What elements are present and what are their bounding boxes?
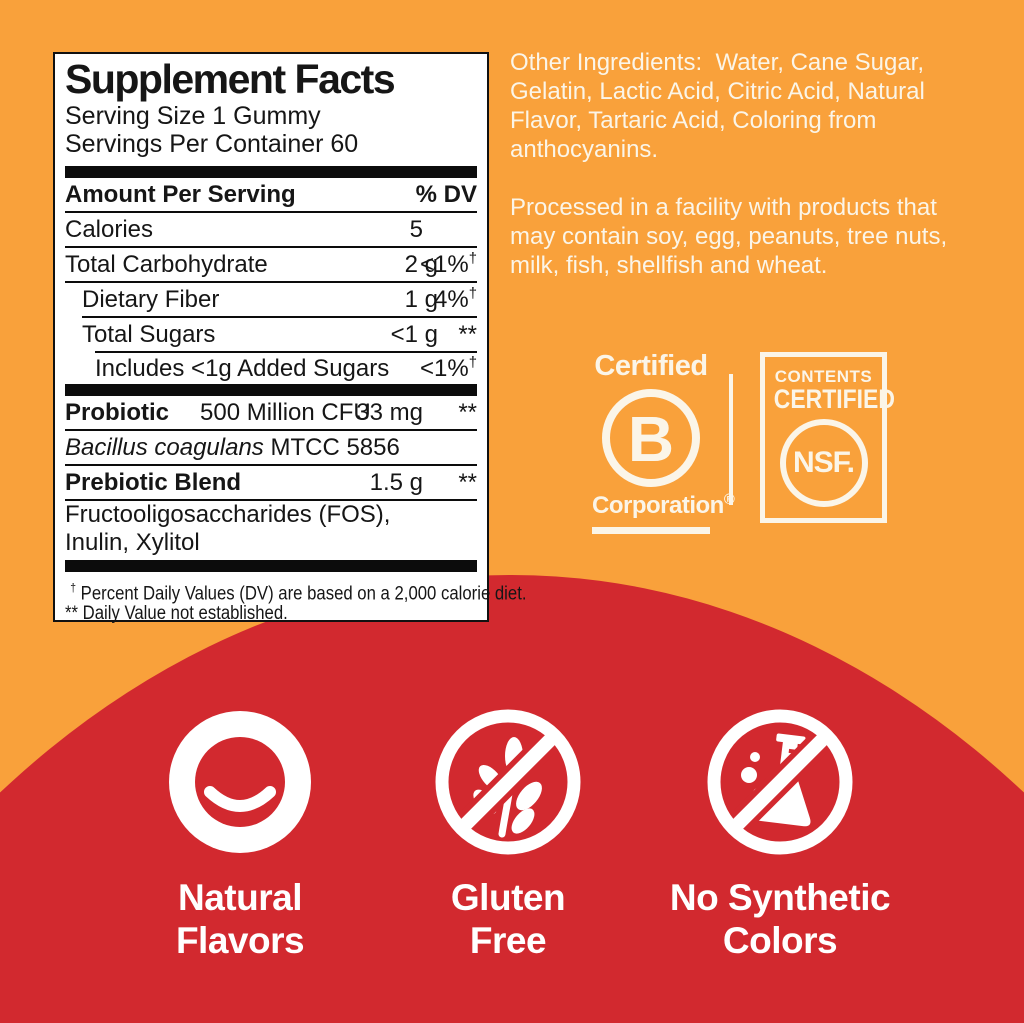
panel-title: Supplement Facts	[65, 56, 396, 102]
amount-header-label: Amount Per Serving	[65, 180, 296, 208]
row-amount: 33 mg	[356, 398, 423, 426]
row-dv: **	[458, 468, 477, 496]
hairline-rule	[65, 211, 477, 213]
row-amount: 1 g	[404, 285, 438, 313]
nsf-logo: CONTENTS CERTIFIED NSF.	[760, 352, 895, 523]
prebiotic-ingredients-line2: Inulin, Xylitol	[65, 529, 200, 556]
no-flask-icon	[707, 709, 853, 855]
row-label: Total Sugars	[82, 320, 216, 348]
row-amount: 1.5 g	[369, 468, 423, 496]
text-line: Flavor, Tartaric Acid, Coloring from	[510, 107, 877, 134]
row-label: Bacillus coagulans MTCC 5856	[65, 433, 400, 461]
thick-rule	[65, 166, 477, 178]
smile-icon	[169, 711, 311, 853]
badge-gluten-free: Gluten Free	[363, 702, 653, 962]
hairline-rule	[65, 499, 477, 501]
nsf-circle-icon: NSF.	[779, 419, 868, 507]
text-line: Processed in a facility with products th…	[510, 194, 937, 221]
row-calories: Calories 5	[65, 213, 477, 246]
row-label: Calories	[65, 215, 154, 243]
badge-label: Natural Flavors	[175, 877, 305, 961]
servings-per-container: Servings Per Container 60	[65, 130, 359, 158]
hairline-rule	[65, 429, 477, 431]
row-dv: <1%†	[420, 354, 477, 382]
row-total-sugars: Total Sugars <1 g **	[65, 318, 477, 351]
b-corp-circle-icon: B	[602, 389, 700, 487]
badge-label: No Synthetic Colors	[669, 877, 891, 961]
row-amount: 5	[409, 215, 423, 243]
row-dv: 4%†	[434, 285, 477, 313]
footnote-daily-values: † Percent Daily Values (DV) are based on…	[70, 582, 527, 605]
prebiotic-ingredients-line1: Fructooligosaccharides (FOS),	[65, 501, 391, 528]
text-line: anthocyanins.	[510, 136, 659, 163]
hairline-rule	[82, 316, 477, 318]
row-dv: <1%†	[420, 250, 477, 278]
row-total-carbohydrate: Total Carbohydrate 2 g <1%†	[65, 248, 477, 281]
row-label: Dietary Fiber	[82, 285, 220, 313]
row-dv: **	[458, 320, 477, 348]
footnote-daily-value-not-established: ** Daily Value not established.	[65, 603, 288, 625]
text-line: may contain soy, egg, peanuts, tree nuts…	[510, 223, 948, 250]
text-line: milk, fish, shellfish and wheat.	[510, 252, 828, 279]
hairline-rule	[65, 464, 477, 466]
row-dietary-fiber: Dietary Fiber 1 g 4%†	[65, 283, 477, 316]
badge-natural-flavors: Natural Flavors	[95, 702, 385, 962]
b-corp-corporation-label: Corporation®	[592, 492, 735, 519]
row-detail: 500 Million CFU	[200, 398, 371, 426]
hairline-rule	[65, 281, 477, 283]
nsf-contents-label: CONTENTS	[774, 367, 873, 386]
row-label: Includes <1g Added Sugars	[95, 354, 390, 382]
row-amount: <1 g	[390, 320, 438, 348]
nsf-certified-label: CERTIFIED	[773, 384, 895, 414]
row-label: Probiotic	[65, 398, 170, 426]
b-corp-underline	[592, 527, 710, 534]
badge-label: Gluten Free	[450, 877, 566, 961]
thick-rule	[65, 560, 477, 572]
row-added-sugars: Includes <1g Added Sugars <1%†	[65, 353, 477, 384]
hairline-rule	[65, 246, 477, 248]
row-prebiotic-blend: Prebiotic Blend 1.5 g **	[65, 466, 477, 499]
text-line: Other Ingredients: Water, Cane Sugar,	[510, 49, 924, 76]
thick-rule	[65, 384, 477, 396]
text-line: Gelatin, Lactic Acid, Citric Acid, Natur…	[510, 78, 925, 105]
row-amount: 2 g	[404, 250, 438, 278]
b-corp-logo: Certified B Corporation®	[592, 350, 735, 534]
row-label: Prebiotic Blend	[65, 468, 242, 496]
other-ingredients-text: Other Ingredients: Water, Cane Sugar, Ge…	[510, 48, 1015, 164]
dv-header-label: % DV	[415, 180, 477, 208]
allergen-statement-text: Processed in a facility with products th…	[510, 193, 1015, 280]
badge-no-synthetic-colors: No Synthetic Colors	[635, 702, 925, 962]
hairline-rule	[95, 351, 477, 353]
row-probiotic-species: Bacillus coagulans MTCC 5856	[65, 431, 477, 464]
row-probiotic: Probiotic 500 Million CFU 33 mg **	[65, 396, 477, 429]
supplement-facts-panel: Supplement Facts Serving Size 1 Gummy Se…	[53, 52, 527, 625]
certification-divider	[729, 374, 733, 505]
serving-size: Serving Size 1 Gummy	[65, 102, 321, 130]
no-gluten-icon	[435, 709, 581, 855]
row-dv: **	[458, 398, 477, 426]
amount-per-serving-header: Amount Per Serving % DV	[65, 178, 477, 211]
row-label: Total Carbohydrate	[65, 250, 268, 278]
b-corp-certified-label: Certified	[594, 350, 708, 382]
